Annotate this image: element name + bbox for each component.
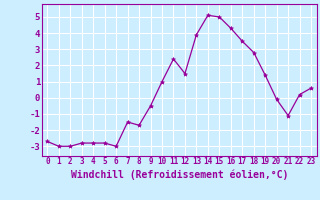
X-axis label: Windchill (Refroidissement éolien,°C): Windchill (Refroidissement éolien,°C) <box>70 169 288 180</box>
